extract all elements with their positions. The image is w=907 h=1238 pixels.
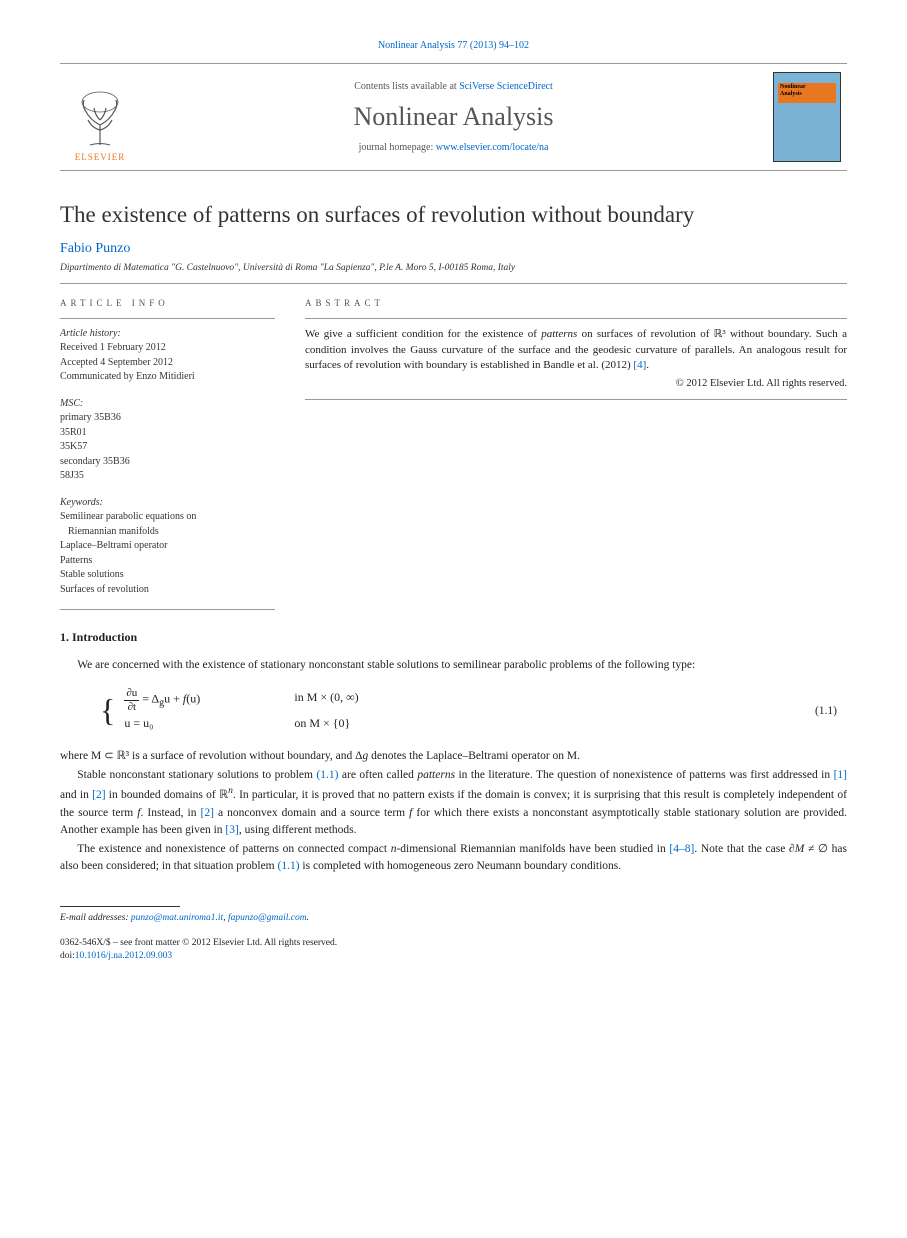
article-info-heading: ARTICLE INFO — [60, 298, 275, 308]
sciencedirect-link[interactable]: SciVerse ScienceDirect — [459, 81, 553, 92]
abstract-column: ABSTRACT We give a sufficient condition … — [305, 298, 847, 611]
journal-cover-thumbnail[interactable]: Nonlinear Analysis — [773, 72, 841, 162]
section-1-heading: 1. Introduction — [60, 630, 847, 645]
abstract-text: We give a sufficient condition for the e… — [305, 327, 847, 375]
abstract-divider — [305, 318, 847, 319]
homepage-line: journal homepage: www.elsevier.com/locat… — [140, 142, 767, 153]
ref-eqn-1-1[interactable]: (1.1) — [316, 769, 338, 781]
contents-line: Contents lists available at SciVerse Sci… — [140, 81, 767, 92]
keyword: Semilinear parabolic equations on — [60, 510, 275, 525]
eqn-domain-1: in M × (0, ∞) — [294, 687, 358, 713]
email-footnote: E-mail addresses: punzo@mat.uniroma1.it,… — [60, 913, 847, 923]
info-divider — [60, 318, 275, 319]
cover-title-1: Nonlinear — [780, 84, 806, 90]
cover-title-2: Analysis — [780, 91, 802, 97]
journal-name-large: Nonlinear Analysis — [140, 102, 767, 132]
intro-para-4: The existence and nonexistence of patter… — [60, 841, 847, 876]
equation-1-1: { ∂u∂t = Δgu + f(u)in M × (0, ∞) u = u₀o… — [100, 682, 847, 740]
intro-para-1: We are concerned with the existence of s… — [60, 657, 847, 674]
article-title: The existence of patterns on surfaces of… — [60, 201, 847, 229]
doi-link[interactable]: 10.1016/j.na.2012.09.003 — [75, 951, 172, 961]
msc-code: 58J35 — [60, 469, 275, 484]
footnote-rule — [60, 906, 180, 907]
divider-top — [60, 283, 847, 284]
homepage-prefix: journal homepage: — [359, 142, 436, 153]
msc-code: secondary 35B36 — [60, 455, 275, 470]
keyword: Riemannian manifolds — [60, 525, 275, 540]
msc-block: MSC: primary 35B36 35R01 35K57 secondary… — [60, 397, 275, 484]
keyword: Surfaces of revolution — [60, 583, 275, 598]
cover-thumbnail-column: Nonlinear Analysis — [767, 72, 847, 162]
communicated-by: Communicated by Enzo Mitidieri — [60, 370, 275, 385]
journal-header-box: ELSEVIER Contents lists available at Sci… — [60, 63, 847, 171]
msc-code: 35K57 — [60, 440, 275, 455]
keyword: Patterns — [60, 554, 275, 569]
keyword: Stable solutions — [60, 568, 275, 583]
ref-link-2b[interactable]: [2] — [201, 807, 214, 819]
citation-link[interactable]: Nonlinear Analysis 77 (2013) 94–102 — [378, 40, 529, 51]
keywords-block: Keywords: Semilinear parabolic equations… — [60, 496, 275, 598]
equation-number: (1.1) — [815, 705, 847, 717]
info-divider-bottom — [60, 609, 275, 610]
elsevier-tree-icon — [70, 90, 130, 150]
abstract-heading: ABSTRACT — [305, 298, 847, 308]
ref-link-3[interactable]: [3] — [225, 824, 238, 836]
accepted-date: Accepted 4 September 2012 — [60, 356, 275, 371]
article-info-column: ARTICLE INFO Article history: Received 1… — [60, 298, 275, 611]
ref-link-1[interactable]: [1] — [834, 769, 847, 781]
abstract-copyright: © 2012 Elsevier Ltd. All rights reserved… — [305, 378, 847, 389]
p2-part-a: where M ⊂ ℝ³ is a surface of revolution … — [60, 750, 363, 762]
copyright-block: 0362-546X/$ – see front matter © 2012 El… — [60, 937, 847, 964]
ref-eqn-1-1b[interactable]: (1.1) — [278, 860, 300, 872]
keyword: Laplace–Beltrami operator — [60, 539, 275, 554]
homepage-link[interactable]: www.elsevier.com/locate/na — [436, 142, 549, 153]
ref-link-4[interactable]: [4] — [633, 359, 646, 371]
ref-link-4-8[interactable]: [4–8] — [669, 843, 694, 855]
msc-code: 35R01 — [60, 426, 275, 441]
email-label: E-mail addresses: — [60, 913, 131, 923]
info-abstract-row: ARTICLE INFO Article history: Received 1… — [60, 298, 847, 611]
intro-para-3: Stable nonconstant stationary solutions … — [60, 767, 847, 839]
received-date: Received 1 February 2012 — [60, 341, 275, 356]
msc-code: primary 35B36 — [60, 411, 275, 426]
p2-part-b: denotes the Laplace–Beltrami operator on… — [368, 750, 580, 762]
author-name[interactable]: Fabio Punzo — [60, 241, 847, 257]
header-center: Contents lists available at SciVerse Sci… — [140, 72, 767, 162]
intro-para-2: where M ⊂ ℝ³ is a surface of revolution … — [60, 748, 847, 765]
msc-label: MSC: — [60, 397, 275, 412]
brace-icon: { — [100, 682, 115, 740]
article-history-block: Article history: Received 1 February 201… — [60, 327, 275, 385]
ref-link-2[interactable]: [2] — [92, 789, 105, 801]
abstract-divider-bottom — [305, 399, 847, 400]
publisher-logo-column: ELSEVIER — [60, 72, 140, 162]
eqn-domain-2: on M × {0} — [294, 713, 350, 735]
history-label: Article history: — [60, 327, 275, 342]
author-affiliation: Dipartimento di Matematica "G. Castelnuo… — [60, 263, 847, 273]
eqn-line-2-left: u = u₀ — [124, 713, 294, 735]
email-link-2[interactable]: fapunzo@gmail.com — [228, 913, 307, 923]
contents-prefix: Contents lists available at — [354, 81, 459, 92]
header-citation: Nonlinear Analysis 77 (2013) 94–102 — [60, 40, 847, 51]
doi-label: doi: — [60, 951, 75, 961]
publisher-name: ELSEVIER — [75, 152, 126, 162]
issn-line: 0362-546X/$ – see front matter © 2012 El… — [60, 937, 847, 950]
keywords-label: Keywords: — [60, 496, 275, 511]
email-link-1[interactable]: punzo@mat.uniroma1.it — [131, 913, 223, 923]
